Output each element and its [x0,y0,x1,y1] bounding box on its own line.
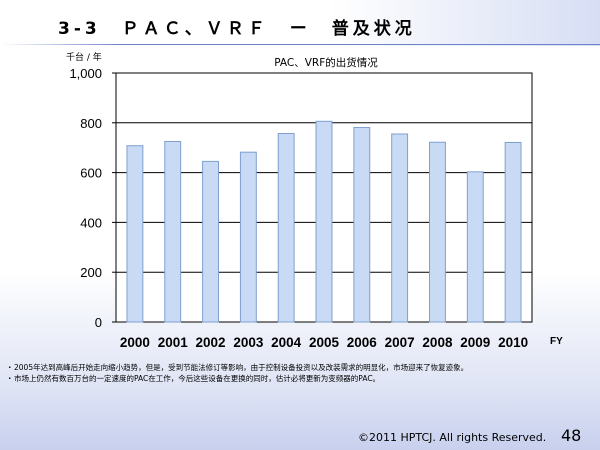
title-divider [0,44,600,45]
slide-title: 3-3 ＰＡＣ、ＶＲＦ ー 普及状况 [58,19,416,39]
y-tick-label: 1,000 [69,66,102,81]
x-tick-label: 2004 [271,335,302,350]
x-tick-label: 2002 [196,335,226,350]
notes: ・2005年达到高峰后开始走向缩小趋势，但是，受到节能法修订等影响，由于控制设备… [6,362,566,384]
bar-2009 [466,171,484,323]
y-tick-label: 200 [80,265,102,280]
note-item: ・市场上仍然有数百万台的一定速度的PAC在工作，今后这些设备在更换的同时，估计必… [6,373,566,384]
chart-title: PAC、VRF的出货情况 [274,56,378,69]
x-tick-label: 2008 [422,335,453,350]
x-tick-label: 2009 [460,335,490,350]
y-tick-label: 600 [80,166,102,181]
x-tick-label: 2006 [347,335,378,350]
bar-2005 [315,120,333,323]
bar-2002 [202,160,219,323]
bar-2000 [126,145,144,323]
bar-2008 [429,141,446,323]
x-tick-label: 2005 [309,335,340,350]
y-axis-label: 千台 / 年 [66,51,102,63]
y-tick-label: 400 [80,215,102,230]
bar-2006 [353,127,371,323]
bar-chart: 0 200 400 600 800 1,000 2000 2001 2002 2003 2004 20… [66,51,563,350]
bar-2007 [391,133,409,323]
x-axis-label: FY [550,336,563,347]
page-number: 48 [561,426,582,445]
y-tick-label: 800 [80,116,102,131]
x-tick-label: 2003 [233,335,264,350]
bar-2003 [239,151,257,323]
bar-2004 [277,133,295,323]
x-tick-label: 2001 [158,335,189,350]
y-tick-label: 0 [95,315,102,330]
copyright: ©2011 HPTCJ. All rights Reserved. [358,431,547,444]
note-text: 市场上仍然有数百万台的一定速度的PAC在工作，今后这些设备在更换的同时，估计必将… [14,374,381,383]
bar-2001 [164,140,182,323]
x-tick-label: 2007 [385,335,415,350]
x-tick-label: 2010 [498,335,528,350]
note-bullet: ・ [6,363,14,372]
note-item: ・2005年达到高峰后开始走向缩小趋势，但是，受到节能法修订等影响，由于控制设备… [6,362,566,373]
x-tick-label: 2000 [120,335,150,350]
note-bullet: ・ [6,374,14,383]
note-text: 2005年达到高峰后开始走向缩小趋势，但是，受到节能法修订等影响，由于控制设备投… [14,363,469,372]
bar-2010 [504,141,522,323]
title-bar [0,0,600,46]
